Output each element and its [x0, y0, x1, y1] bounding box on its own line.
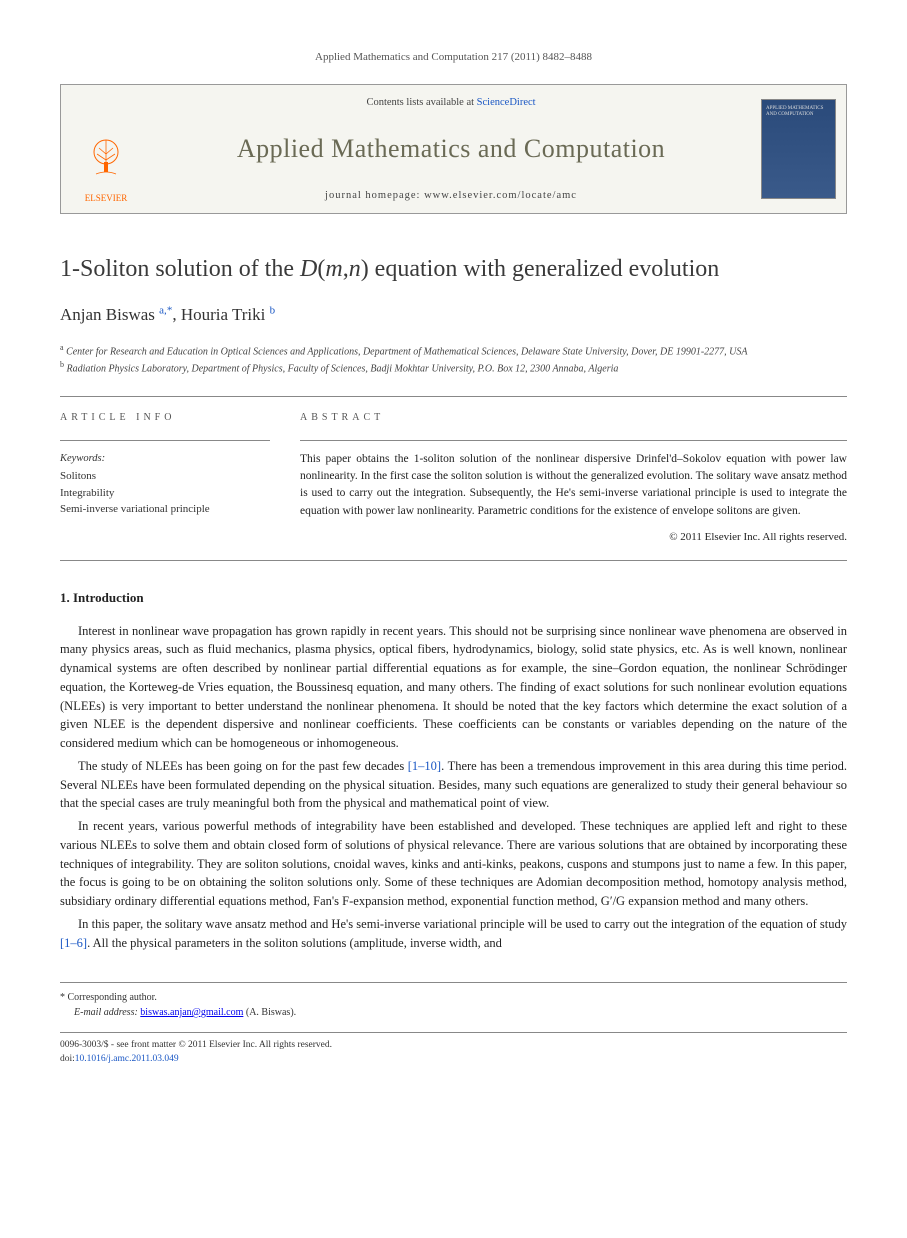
article-info-column: ARTICLE INFO Keywords: Solitons Integrab… [60, 411, 270, 545]
publisher-logo-area: ELSEVIER [61, 85, 151, 213]
email-label: E-mail address: [74, 1007, 138, 1018]
author-1-affil-link[interactable]: a, [159, 304, 167, 316]
divider [60, 396, 847, 397]
author-1: Anjan Biswas [60, 305, 155, 324]
divider [60, 440, 270, 441]
affiliations: a Center for Research and Education in O… [60, 342, 847, 377]
email-link[interactable]: biswas.anjan@gmail.com [140, 1007, 243, 1018]
authors-line: Anjan Biswas a,*, Houria Triki b [60, 303, 847, 328]
affiliation-b: Radiation Physics Laboratory, Department… [67, 363, 619, 374]
journal-homepage: journal homepage: www.elsevier.com/locat… [325, 188, 577, 203]
contents-prefix: Contents lists available at [366, 97, 476, 108]
text-run: In this paper, the solitary wave ansatz … [78, 917, 847, 931]
abstract-text: This paper obtains the 1-soliton solutio… [300, 451, 847, 520]
doi-label: doi: [60, 1054, 75, 1064]
doi-link[interactable]: 10.1016/j.amc.2011.03.049 [75, 1054, 179, 1064]
keyword: Integrability [60, 485, 270, 502]
elsevier-tree-icon [81, 134, 131, 184]
email-attribution: (A. Biswas). [243, 1007, 296, 1018]
keyword: Solitons [60, 468, 270, 485]
divider [300, 440, 847, 441]
abstract-copyright: © 2011 Elsevier Inc. All rights reserved… [300, 530, 847, 546]
article-title: 1-Soliton solution of the D(m,n) equatio… [60, 254, 847, 285]
abstract-label: ABSTRACT [300, 411, 847, 426]
affiliation-a: Center for Research and Education in Opt… [66, 346, 747, 357]
divider [60, 560, 847, 561]
sciencedirect-link[interactable]: ScienceDirect [477, 97, 536, 108]
elsevier-label: ELSEVIER [81, 192, 131, 205]
elsevier-logo: ELSEVIER [81, 134, 131, 205]
article-info-label: ARTICLE INFO [60, 411, 270, 426]
author-2: Houria Triki [181, 305, 266, 324]
text-run: The study of NLEEs has been going on for… [78, 759, 408, 773]
body-paragraph: In recent years, various powerful method… [60, 817, 847, 911]
journal-cover-thumbnail: APPLIED MATHEMATICS AND COMPUTATION [761, 99, 836, 199]
citation-link[interactable]: [1–6] [60, 936, 87, 950]
body-paragraph: The study of NLEEs has been going on for… [60, 757, 847, 813]
citation-link[interactable]: [1–10] [408, 759, 441, 773]
footnotes: * Corresponding author. E-mail address: … [60, 982, 847, 1020]
corresponding-star-link[interactable]: * [167, 304, 173, 316]
contents-list-line: Contents lists available at ScienceDirec… [366, 95, 535, 110]
body-paragraph: Interest in nonlinear wave propagation h… [60, 622, 847, 753]
article-footer: 0096-3003/$ - see front matter © 2011 El… [60, 1032, 847, 1067]
star-icon: * [60, 992, 65, 1003]
journal-reference: Applied Mathematics and Computation 217 … [60, 50, 847, 66]
front-matter-line: 0096-3003/$ - see front matter © 2011 El… [60, 1039, 847, 1053]
corresponding-author-note: Corresponding author. [68, 992, 157, 1003]
journal-name: Applied Mathematics and Computation [237, 130, 665, 168]
body-paragraph: In this paper, the solitary wave ansatz … [60, 915, 847, 953]
journal-masthead: ELSEVIER Contents lists available at Sci… [60, 84, 847, 214]
author-2-affil-link[interactable]: b [270, 304, 276, 316]
text-run: . All the physical parameters in the sol… [87, 936, 502, 950]
abstract-column: ABSTRACT This paper obtains the 1-solito… [300, 411, 847, 545]
section-heading-introduction: 1. Introduction [60, 589, 847, 608]
keywords-label: Keywords: [60, 451, 270, 466]
keyword: Semi-inverse variational principle [60, 501, 270, 518]
